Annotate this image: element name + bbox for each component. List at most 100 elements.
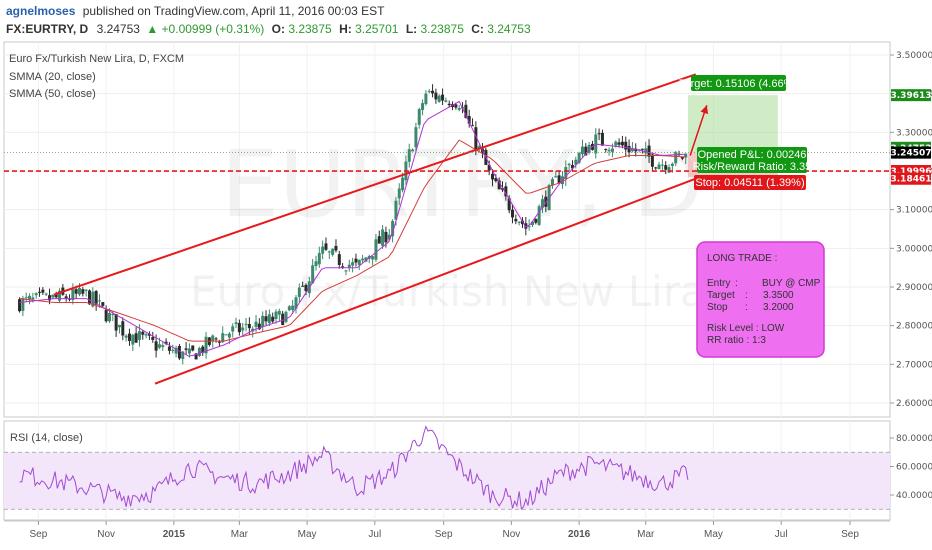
candle-body (444, 100, 448, 102)
candle-body (284, 311, 288, 322)
candle-body (21, 298, 25, 311)
candle-body (321, 246, 325, 254)
chart-header: agnelmoses published on TradingView.com,… (6, 4, 531, 36)
price-tick-label: 3.10000 (896, 206, 932, 216)
candle-body (31, 297, 35, 300)
target-arrow (689, 105, 708, 156)
candle-body (630, 148, 634, 152)
candle-body (171, 349, 175, 351)
price-tick-label: 2.80000 (896, 322, 932, 332)
note-entry-value: BUY @ CMP (762, 278, 821, 289)
candle-body (317, 253, 321, 265)
price-tag-text: 3.19996 (891, 167, 932, 177)
publish-info: published on TradingView.com, April 11, … (83, 4, 385, 18)
candle-body (401, 177, 405, 191)
legend: Euro Fx/Turkish New Lira, D, FXCM SMMA (… (9, 53, 184, 100)
candle-body (417, 109, 421, 125)
candle-body (431, 90, 435, 94)
candle-body (234, 322, 238, 325)
candle-body (537, 206, 541, 225)
candle-body (501, 188, 505, 190)
note-rr: RR ratio : 1:3 (707, 335, 766, 346)
arrow-head-icon (700, 105, 709, 115)
open-label: O: (272, 22, 285, 36)
candle-body (504, 186, 508, 197)
author-name[interactable]: agnelmoses (6, 4, 76, 18)
candle-body (664, 165, 668, 170)
time-tick-label: Sep (435, 529, 453, 540)
candle-body (174, 347, 178, 354)
note-entry-colon: : (735, 278, 738, 289)
candle-body (141, 331, 145, 335)
note-title: LONG TRADE : (707, 253, 777, 264)
channel-lower-line[interactable] (154, 177, 697, 385)
rsi-line (19, 425, 689, 511)
candle-body (201, 346, 205, 353)
price-tick-label: 3.00000 (896, 244, 932, 254)
candle-body (441, 94, 445, 101)
candle-body (254, 321, 258, 327)
time-tick-label: Mar (231, 529, 249, 540)
price-tick-label: 3.50000 (896, 51, 932, 61)
price-tag-text: 3.39613 (891, 91, 932, 101)
price-axis[interactable]: 3.500003.400003.300003.200003.100003.000… (890, 51, 932, 409)
time-axis[interactable]: Sep Nov 2015 Mar May Jul Sep Nov 2016 Mar May Jul Se… (4, 520, 890, 540)
up-arrow-icon: ▲ (146, 22, 158, 36)
candle-body (447, 103, 451, 106)
candle-body (607, 149, 611, 152)
candle-body (437, 95, 441, 102)
candle-body (530, 221, 534, 226)
price-change: +0.00999 (+0.31%) (162, 22, 265, 36)
position-info-label[interactable]: Opened P&L: 0.00246 Risk/Reward Ratio: 3… (693, 147, 812, 173)
candle-body (347, 264, 351, 269)
candle-body (41, 289, 45, 293)
legend-smma20: SMMA (20, close) (9, 71, 96, 83)
candle-body (287, 306, 291, 311)
note-risk: Risk Level : LOW (707, 323, 785, 334)
trade-note[interactable]: LONG TRADE : Entry : BUY @ CMP Target : … (696, 241, 825, 358)
rsi-tick-label: 80.0000 (896, 434, 932, 444)
stop-label[interactable]: Stop: 0.04511 (1.39%) (694, 175, 806, 190)
candle-body (394, 200, 398, 220)
candle-body (58, 290, 62, 301)
candle-body (580, 146, 584, 155)
legend-smma50: SMMA (50, close) (9, 88, 96, 100)
target-label[interactable]: Target: 0.15106 (4.66%) (679, 75, 797, 91)
rsi-tick-label: 40.0000 (896, 491, 932, 501)
candle-body (244, 323, 248, 325)
time-tick-label: Jul (368, 529, 381, 540)
candle-body (474, 127, 478, 149)
candle-body (527, 226, 531, 228)
time-tick-label: Nov (97, 529, 115, 540)
rsi-band (4, 452, 890, 510)
watermark: EURTRY, D Euro Fx/Turkish New Lira (190, 131, 706, 316)
close-value: 3.24753 (487, 22, 531, 36)
channel-upper-line[interactable] (53, 73, 697, 296)
stop-label-text: Stop: 0.04511 (1.39%) (695, 177, 804, 189)
candle-body (74, 289, 78, 294)
candle-body (64, 296, 68, 299)
price-tag (891, 172, 931, 185)
candle-body (117, 324, 121, 328)
candle-body (211, 335, 215, 342)
candle-body (414, 127, 418, 148)
candle-body (491, 173, 495, 180)
candle-body (297, 287, 301, 297)
candle-body (264, 316, 268, 322)
candle-body (237, 323, 241, 333)
candle-body (127, 333, 131, 341)
low-label: L: (406, 22, 417, 36)
candle-body (104, 309, 108, 322)
candle-body (147, 333, 151, 336)
watermark-name: Euro Fx/Turkish New Lira (190, 267, 706, 316)
candle-body (214, 338, 218, 340)
candle-body (167, 346, 171, 351)
candle-body (674, 152, 678, 164)
candle-body (640, 148, 644, 150)
candle-body (577, 152, 581, 163)
rsi-axis[interactable]: 80.0000 60.0000 40.0000 (890, 434, 932, 501)
rsi-tick-label: 60.0000 (896, 463, 932, 473)
candle-body (387, 234, 391, 240)
candle-body (331, 248, 335, 255)
candle-body (191, 345, 195, 351)
